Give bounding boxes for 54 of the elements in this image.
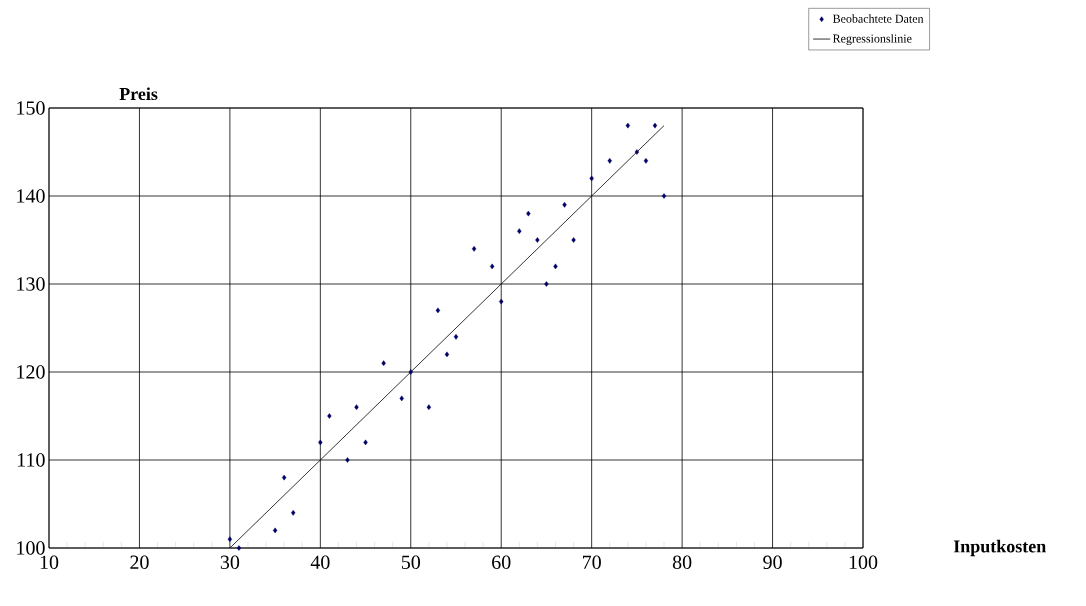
point [354, 404, 359, 410]
point [544, 281, 549, 287]
point [399, 395, 404, 402]
point [381, 360, 386, 366]
point [453, 334, 459, 340]
point [318, 439, 323, 446]
x-tick-label: 40 [310, 555, 330, 570]
point [291, 510, 296, 516]
point [607, 158, 612, 164]
point [499, 298, 504, 305]
legend-label: Beobachtete Daten [832, 14, 924, 23]
y-tick-label: 100 [17, 541, 45, 555]
point [327, 413, 332, 419]
point [345, 457, 350, 463]
point [643, 158, 649, 164]
legend-label: Regressionslinie [832, 34, 912, 46]
x-tick-label: 20 [130, 555, 149, 570]
y-tick-label: 140 [17, 189, 45, 203]
y-tick-label: 150 [17, 101, 45, 115]
x-tick-label: 60 [492, 555, 511, 570]
point [435, 307, 441, 314]
x-tick-label: 100 [849, 555, 878, 570]
point [553, 263, 558, 270]
x-tick-label: 10 [40, 555, 59, 570]
point [562, 202, 567, 208]
x-tick-label: 80 [672, 555, 692, 570]
point [625, 122, 630, 129]
point [227, 536, 233, 542]
point [661, 193, 667, 199]
y-tick-label: 130 [17, 277, 45, 291]
y-tick-label: 110 [17, 453, 45, 467]
x-tick-label: 30 [220, 555, 240, 570]
point [517, 228, 522, 234]
point [490, 263, 495, 270]
point [363, 439, 368, 446]
point [535, 237, 540, 243]
y-axis-title: Preis [119, 87, 158, 101]
x-axis-title: Inputkosten [953, 539, 1046, 557]
point [408, 369, 413, 375]
point [272, 527, 278, 534]
point [634, 149, 640, 155]
x-tick-label: 70 [582, 555, 601, 570]
point [444, 351, 450, 358]
point [236, 545, 242, 551]
x-tick-label: 50 [401, 555, 421, 570]
point [426, 404, 432, 410]
point [652, 122, 658, 129]
point [589, 175, 594, 182]
y-tick-label: 120 [17, 365, 45, 379]
point [282, 474, 287, 481]
x-tick-label: 90 [763, 555, 782, 570]
point [471, 246, 477, 252]
point [526, 210, 531, 217]
point [571, 237, 576, 243]
